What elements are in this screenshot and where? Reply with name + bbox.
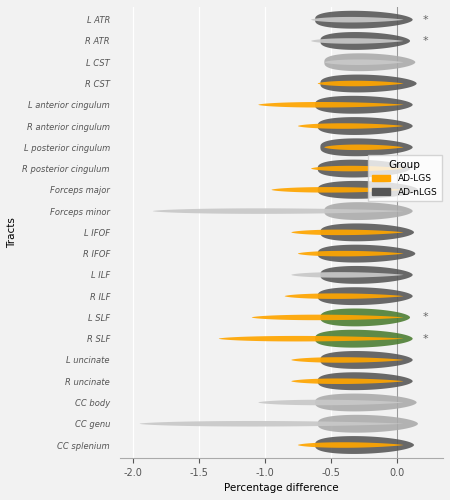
Polygon shape — [285, 294, 404, 299]
Text: *: * — [423, 14, 429, 24]
Polygon shape — [318, 372, 413, 390]
Polygon shape — [252, 314, 404, 320]
Polygon shape — [324, 60, 404, 65]
Polygon shape — [311, 38, 404, 44]
Polygon shape — [318, 117, 413, 135]
Text: *: * — [423, 334, 429, 344]
Polygon shape — [320, 308, 410, 326]
Polygon shape — [258, 102, 404, 108]
Polygon shape — [318, 160, 410, 178]
Polygon shape — [320, 351, 413, 369]
Polygon shape — [298, 124, 404, 129]
Polygon shape — [315, 394, 417, 411]
Polygon shape — [153, 208, 404, 214]
Polygon shape — [324, 54, 415, 71]
Polygon shape — [271, 187, 404, 192]
Polygon shape — [315, 436, 414, 454]
X-axis label: Percentage difference: Percentage difference — [224, 483, 339, 493]
Polygon shape — [315, 11, 413, 28]
Polygon shape — [320, 224, 414, 242]
Polygon shape — [311, 17, 404, 22]
Polygon shape — [315, 96, 413, 114]
Polygon shape — [320, 32, 410, 50]
Text: *: * — [423, 312, 429, 322]
Polygon shape — [320, 266, 413, 284]
Legend: AD-LGS, AD-nLGS: AD-LGS, AD-nLGS — [368, 155, 442, 202]
Polygon shape — [318, 244, 415, 262]
Polygon shape — [320, 74, 417, 92]
Polygon shape — [298, 442, 404, 448]
Polygon shape — [318, 415, 418, 432]
Polygon shape — [324, 144, 404, 150]
Polygon shape — [291, 357, 404, 362]
Polygon shape — [258, 400, 404, 406]
Polygon shape — [318, 80, 404, 86]
Polygon shape — [219, 336, 404, 342]
Polygon shape — [324, 202, 413, 220]
Polygon shape — [320, 138, 413, 156]
Y-axis label: Tracts: Tracts — [7, 217, 17, 248]
Polygon shape — [291, 378, 404, 384]
Polygon shape — [291, 230, 404, 235]
Polygon shape — [298, 251, 404, 256]
Text: *: * — [423, 36, 429, 46]
Polygon shape — [311, 166, 404, 172]
Polygon shape — [318, 181, 418, 199]
Polygon shape — [315, 330, 413, 347]
Polygon shape — [140, 421, 404, 426]
Polygon shape — [291, 272, 404, 278]
Polygon shape — [318, 287, 413, 305]
